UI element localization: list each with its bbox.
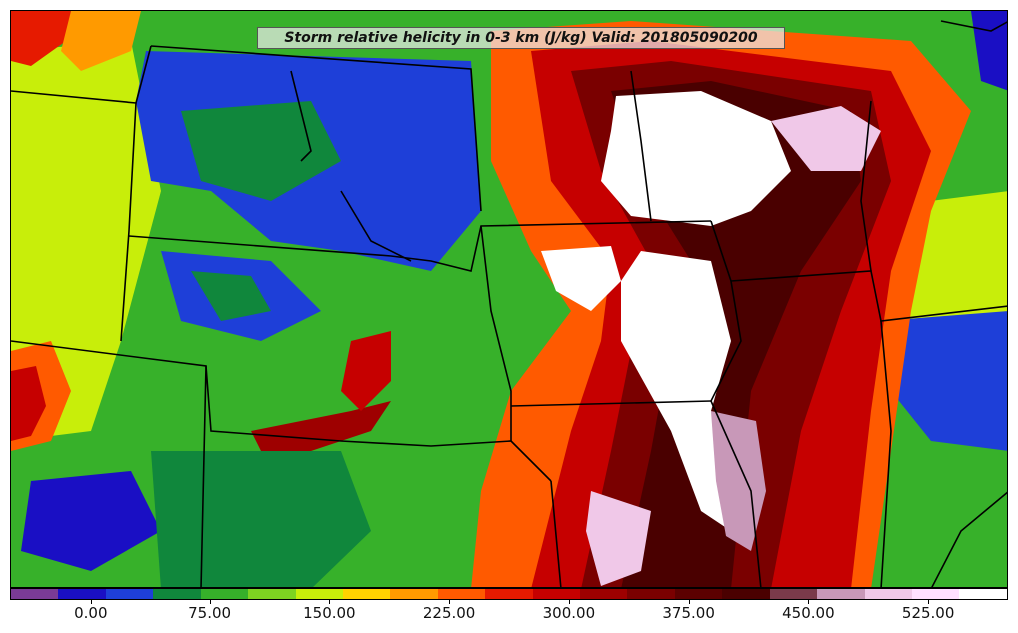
southwest-blue [21,471,161,571]
colorbar [10,588,1008,600]
colorbar-segment [912,589,960,599]
colorbar-segment [485,589,533,599]
colorbar-label: 300.00 [542,604,596,622]
central-green [191,271,271,321]
north-green-lane [181,101,341,201]
colorbar-tick [449,600,451,604]
pink-south-blob [586,491,651,586]
colorbar-label: 75.00 [188,604,232,622]
colorbar-segment [864,589,913,599]
east-blue [881,301,1007,451]
colorbar-segment [153,589,201,599]
colorbar-label: 0.00 [74,604,108,622]
map-title: Storm relative helicity in 0-3 km (J/kg)… [257,27,785,49]
map-area: Storm relative helicity in 0-3 km (J/kg)… [10,10,1008,588]
colorbar-label: 375.00 [662,604,715,622]
northeast-blue [971,11,1007,91]
colorbar-tick [808,600,810,604]
northwest-orange [61,11,141,71]
white-max-northeast [771,106,881,171]
colorbar-segment [627,589,675,599]
helicity-field-map [11,11,1007,587]
colorbar-segment [105,589,154,599]
colorbar-segment [11,589,59,599]
colorbar-segment [200,589,249,599]
colorbar-labels: 0.00 75.00 150.00 225.00 300.00 375.00 450.00 5… [10,600,1008,630]
colorbar-segment [532,589,581,599]
colorbar-segment [817,589,865,599]
northwest-red [11,11,71,66]
colorbar-segment [248,589,296,599]
colorbar-label: 525.00 [901,604,955,622]
colorbar-tick [688,600,690,604]
colorbar-segment [58,589,106,599]
colorbar-segment [437,589,486,599]
colorbar-segment [674,589,723,599]
colorbar-label: 225.00 [422,604,476,622]
west-red-patch [11,366,46,441]
colorbar-segment [295,589,343,599]
colorbar-label: 450.00 [782,604,835,622]
colorbar-label: 150.00 [303,604,356,622]
colorbar-tick [209,600,211,604]
west-yellow-region [11,41,161,441]
white-max-north [601,91,791,226]
colorbar-segment [959,589,1007,599]
pink-ring-central [711,411,766,551]
south-green [151,451,371,587]
colorbar-tick [329,600,331,604]
colorbar-segment [390,589,438,599]
colorbar-tick [568,600,570,604]
red-streak-oklahoma [251,401,391,451]
colorbar-tick [90,600,92,604]
colorbar-segment [580,589,628,599]
white-blob-west [541,246,621,311]
colorbar-segment [342,589,391,599]
colorbar-segment [722,589,770,599]
colorbar-segment [769,589,818,599]
colorbar-tick [928,600,930,604]
red-streak-kansas [341,331,391,411]
state-borders [11,20,1007,587]
